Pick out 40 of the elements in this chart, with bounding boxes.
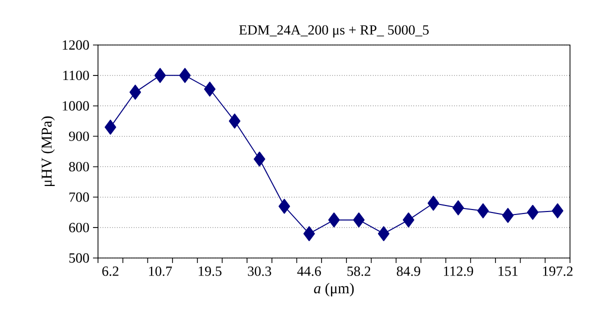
point [477, 203, 489, 218]
point [154, 68, 166, 83]
y-tick-label: 700 [69, 192, 89, 202]
x-tick-label: 10.7 [149, 266, 172, 276]
x-axis-title: a (μm) [314, 282, 354, 296]
point [353, 212, 365, 228]
point [328, 212, 340, 228]
x-tick-label: 197.2 [543, 266, 572, 276]
point [378, 226, 390, 242]
x-tick-label: 151 [498, 266, 518, 276]
y-tick-label: 1200 [62, 40, 89, 50]
point [428, 196, 440, 211]
x-tick-label: 112.9 [444, 266, 474, 276]
point [278, 198, 290, 214]
y-tick-label: 900 [69, 132, 89, 141]
point [526, 204, 538, 220]
x-tick-label: 6.2 [102, 266, 118, 276]
point [228, 114, 240, 129]
y-tick-label: 800 [69, 162, 89, 172]
point [452, 200, 464, 216]
y-tick-label: 1100 [63, 70, 89, 80]
y-axis-title: μHV (MPa) [41, 116, 55, 186]
point [130, 84, 142, 100]
point [179, 68, 191, 83]
y-tick-label: 600 [69, 222, 89, 232]
chart-title: EDM_24A_200 μs + RP_ 5000_5 [239, 25, 429, 38]
x-tick-label: 44.6 [297, 266, 321, 276]
x-tick-label: 58.2 [347, 266, 370, 276]
y-tick-label: 500 [69, 253, 89, 263]
point [204, 82, 216, 97]
point [552, 203, 564, 218]
point [104, 120, 116, 135]
x-tick-label: 30.3 [248, 266, 272, 276]
y-tick-label: 1000 [62, 101, 89, 111]
x-tick-label: 19.5 [198, 266, 222, 276]
point [254, 152, 266, 167]
x-tick-label: 84.9 [396, 266, 420, 276]
point [502, 208, 514, 223]
point [303, 226, 315, 242]
point [402, 212, 414, 228]
